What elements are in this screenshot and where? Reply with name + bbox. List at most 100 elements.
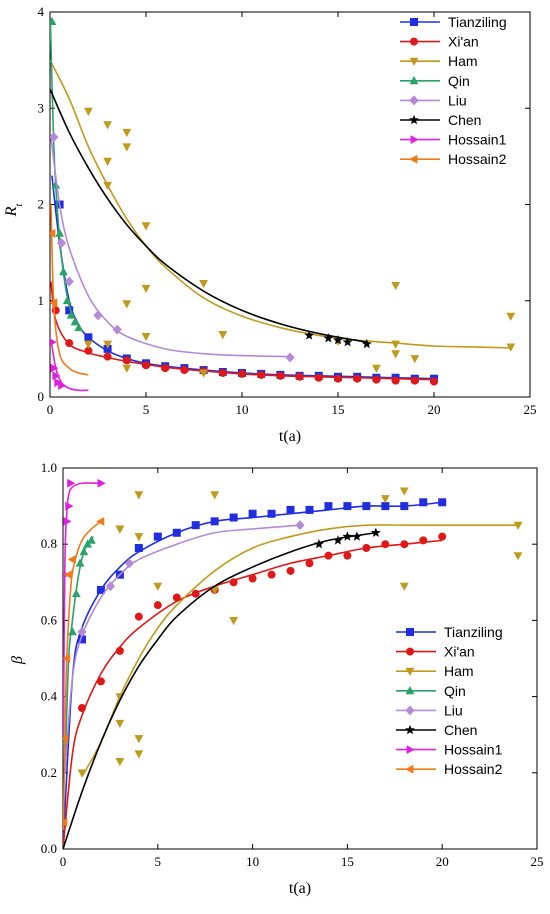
series-chen xyxy=(63,527,381,849)
series-hossain1 xyxy=(63,478,106,735)
series-qin xyxy=(50,16,84,332)
data-point-hossain2 xyxy=(63,570,73,580)
data-point-tianziling xyxy=(96,585,105,594)
data-point-xi-an xyxy=(381,540,390,549)
data-point-liu xyxy=(285,352,295,363)
legend-marker-chen xyxy=(405,724,415,735)
y-tick-label: 3 xyxy=(38,100,45,115)
x-tick-label: 20 xyxy=(428,402,441,417)
data-point-liu xyxy=(77,626,87,637)
legend-marker-hossain2 xyxy=(405,764,414,774)
data-point-hossain1 xyxy=(97,478,106,488)
data-point-xi-an xyxy=(295,372,304,381)
data-point-ham xyxy=(506,312,516,321)
data-point-hossain1 xyxy=(52,371,61,381)
data-point-chen xyxy=(342,336,353,347)
data-point-ham xyxy=(229,617,239,626)
data-point-hossain1 xyxy=(65,501,74,511)
legend-label-qin: Qin xyxy=(448,73,470,89)
legend-label-chen: Chen xyxy=(448,112,481,128)
data-point-ham xyxy=(399,582,409,591)
fit-curve-xi-an xyxy=(63,539,443,849)
data-point-ham xyxy=(122,128,132,138)
data-point-tianziling xyxy=(103,344,112,353)
y-axis-label: β xyxy=(9,656,26,665)
data-point-liu xyxy=(124,558,134,569)
y-tick-label: 1.0 xyxy=(41,460,57,475)
data-point-xi-an xyxy=(314,373,323,382)
data-point-xi-an xyxy=(191,589,200,598)
series-xi-an xyxy=(50,281,438,386)
y-tick-label: 0.8 xyxy=(41,536,57,551)
x-tick-label: 25 xyxy=(524,402,537,417)
data-point-tianziling xyxy=(419,498,428,507)
data-point-qin xyxy=(87,535,96,544)
data-point-qin xyxy=(66,310,76,319)
data-point-xi-an xyxy=(103,352,112,361)
data-point-liu xyxy=(93,310,103,321)
x-tick-label: 0 xyxy=(60,854,67,869)
legend-label-xi-an: Xi'an xyxy=(444,644,475,660)
fit-curve-hossain2 xyxy=(50,204,89,376)
data-point-ham xyxy=(141,284,151,294)
x-tick-label: 15 xyxy=(341,854,354,869)
data-point-tianziling xyxy=(153,532,162,541)
data-point-tianziling xyxy=(248,509,257,518)
fit-curve-ham xyxy=(50,59,511,349)
x-tick-label: 20 xyxy=(436,854,449,869)
series-hossain2 xyxy=(63,516,105,830)
data-point-xi-an xyxy=(142,361,150,370)
data-point-chen xyxy=(342,531,353,541)
data-point-chen xyxy=(314,539,324,549)
data-point-chen xyxy=(332,535,343,545)
data-point-xi-an xyxy=(96,677,105,686)
data-point-xi-an xyxy=(438,532,447,541)
legend-label-tianziling: Tianziling xyxy=(444,624,503,640)
y-tick-label: 0.0 xyxy=(41,841,57,856)
data-point-liu xyxy=(50,132,59,143)
data-point-qin xyxy=(59,267,68,276)
legend-marker-ham xyxy=(409,57,419,66)
data-point-liu xyxy=(105,581,115,592)
data-point-xi-an xyxy=(343,551,352,560)
x-axis-label: t(a) xyxy=(279,428,301,445)
legend-label-hossain2: Hossain2 xyxy=(448,151,507,167)
data-point-hossain2 xyxy=(96,516,105,526)
data-point-chen xyxy=(361,338,372,349)
data-point-ham xyxy=(218,331,228,340)
y-tick-label: 1 xyxy=(38,293,45,308)
data-point-hossain2 xyxy=(63,734,69,743)
data-point-xi-an xyxy=(238,369,246,378)
data-point-ham xyxy=(122,300,132,309)
legend-label-ham: Ham xyxy=(444,663,474,679)
data-point-xi-an xyxy=(372,375,381,384)
data-point-ham xyxy=(115,719,125,729)
data-point-ham xyxy=(506,343,516,352)
data-point-xi-an xyxy=(134,612,143,621)
legend-marker-liu xyxy=(405,705,415,716)
data-point-xi-an xyxy=(286,566,295,575)
data-point-liu xyxy=(56,238,67,248)
data-point-xi-an xyxy=(267,570,276,579)
data-point-hossain2 xyxy=(50,228,56,238)
plot-frame xyxy=(49,11,531,398)
plot-area xyxy=(63,478,523,849)
data-point-ham xyxy=(399,487,409,496)
data-point-ham xyxy=(103,340,112,349)
legend-label-hossain1: Hossain1 xyxy=(444,742,503,758)
data-point-hossain2 xyxy=(50,298,58,308)
data-point-ham xyxy=(77,769,87,778)
data-point-hossain2 xyxy=(67,555,76,564)
fit-curve-hossain1 xyxy=(50,339,89,392)
legend-label-chen: Chen xyxy=(444,722,477,738)
y-axis-label: Rt xyxy=(3,203,25,218)
data-point-ham xyxy=(122,364,132,373)
data-point-tianziling xyxy=(324,502,333,511)
data-point-ham xyxy=(199,369,208,378)
x-tick-label: 15 xyxy=(332,402,345,417)
data-point-xi-an xyxy=(77,704,86,713)
series-ham xyxy=(77,487,523,778)
legend-label-qin: Qin xyxy=(444,683,466,699)
series-hossain2 xyxy=(50,204,89,376)
data-point-chen xyxy=(333,335,343,345)
